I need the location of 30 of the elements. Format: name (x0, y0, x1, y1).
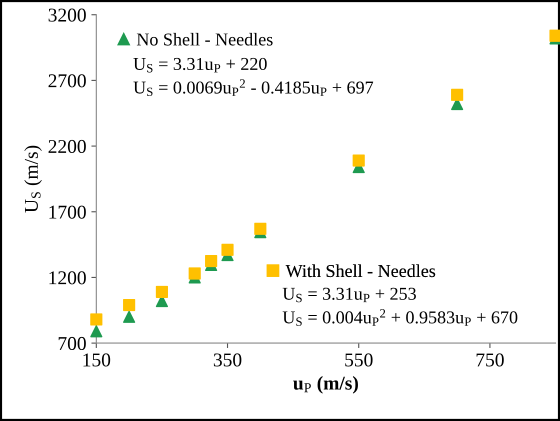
x-tick-label: 550 (345, 353, 373, 367)
point (156, 286, 168, 298)
x-tick-label: 750 (476, 353, 504, 367)
annotation: U$_{S}$ = 3.31u$_{P}$ + 253 (282, 288, 416, 302)
point (254, 222, 266, 235)
annotation: U$_{S}$ = 0.004u$_{P}$$^{2}$ + 0.9583u$_{P}$ + 670 (282, 309, 518, 326)
legend-label: With Shell - Needles (286, 264, 436, 278)
annotation: U$_{S}$ = 0.0069u$_{P}$$^{2}$ - 0.4185u$_{P}$ + 697 (133, 79, 374, 96)
x-tick-label: 150 (83, 353, 110, 367)
x-axis-title: u$_{P}$ (m/s) (293, 376, 358, 394)
y-axis-title: U$_{S}$ (m/s) (24, 146, 42, 213)
point (549, 30, 560, 42)
point (90, 325, 102, 338)
point (123, 310, 136, 323)
point (205, 254, 218, 268)
point (188, 267, 201, 280)
annotation: U$_{S}$ = 3.31u$_{P}$ + 220 (133, 58, 267, 72)
y-tick-label: 2700 (48, 74, 86, 88)
point (123, 298, 136, 312)
y-tick-label: 700 (58, 336, 86, 350)
point (90, 313, 102, 326)
point (451, 88, 464, 101)
y-tick-label: 1700 (49, 206, 86, 219)
y-tick-label: 3200 (48, 8, 86, 22)
point (221, 244, 234, 256)
y-tick-label: 2200 (48, 140, 86, 154)
point (352, 154, 365, 167)
y-tick-label: 1200 (49, 271, 86, 284)
x-tick-label: 350 (214, 353, 242, 367)
legend-label: No Shell - Needles (136, 32, 273, 46)
